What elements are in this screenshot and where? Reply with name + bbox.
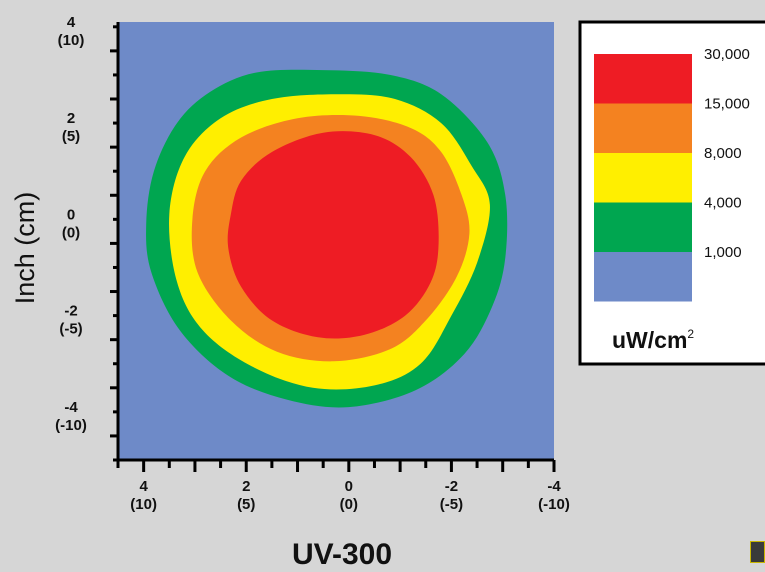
x-tick-label: 0 xyxy=(345,478,353,495)
contour-15000 xyxy=(227,131,439,339)
legend-value: 8,000 xyxy=(704,145,742,162)
legend-unit-base: uW/cm xyxy=(612,327,687,353)
y-tick-label: 2 xyxy=(67,110,75,127)
y-tick-sublabel: (0) xyxy=(62,224,80,241)
legend-swatch xyxy=(594,202,692,252)
y-tick-sublabel: (-10) xyxy=(55,417,87,434)
y-tick-label: -2 xyxy=(64,303,77,320)
legend-value: 4,000 xyxy=(704,195,742,212)
legend-unit: uW/cm2 xyxy=(612,327,694,353)
legend-value: 1,000 xyxy=(704,244,742,261)
x-tick-sublabel: (5) xyxy=(237,496,255,513)
x-tick-label: 2 xyxy=(242,478,250,495)
legend-value: 30,000 xyxy=(704,46,750,63)
y-tick-label: 4 xyxy=(67,14,76,31)
x-tick-label: -2 xyxy=(445,478,458,495)
x-tick-label: 4 xyxy=(139,478,148,495)
axis-layer: 4(10)2(5)0(0)-2(-5)-4(-10)4(10)2(5)0(0)-… xyxy=(55,14,570,513)
legend-bands: 30,000 15,000 8,000 4,000 1,000 xyxy=(594,46,750,302)
legend-swatch xyxy=(594,103,692,153)
legend-unit-exponent: 2 xyxy=(687,327,694,341)
y-axis-label: Inch (cm) xyxy=(10,192,40,305)
x-tick-label: -4 xyxy=(547,478,561,495)
chart-title: UV-300 xyxy=(292,538,392,571)
legend-swatch xyxy=(594,153,692,203)
y-tick-sublabel: (10) xyxy=(58,32,85,49)
x-tick-sublabel: (0) xyxy=(340,496,358,513)
y-tick-sublabel: (5) xyxy=(62,128,80,145)
y-tick-label: 0 xyxy=(67,206,75,223)
legend: 30,000 15,000 8,000 4,000 1,000 uW/cm2 xyxy=(578,20,765,366)
corner-badge xyxy=(750,541,765,563)
legend-swatch xyxy=(594,252,692,302)
contour-layer xyxy=(146,69,508,408)
y-tick-label: -4 xyxy=(64,399,78,416)
y-tick-sublabel: (-5) xyxy=(59,321,82,338)
x-tick-sublabel: (-5) xyxy=(440,496,463,513)
x-tick-sublabel: (10) xyxy=(130,496,157,513)
legend-value: 15,000 xyxy=(704,96,750,113)
x-tick-sublabel: (-10) xyxy=(538,496,570,513)
legend-swatch xyxy=(594,54,692,104)
